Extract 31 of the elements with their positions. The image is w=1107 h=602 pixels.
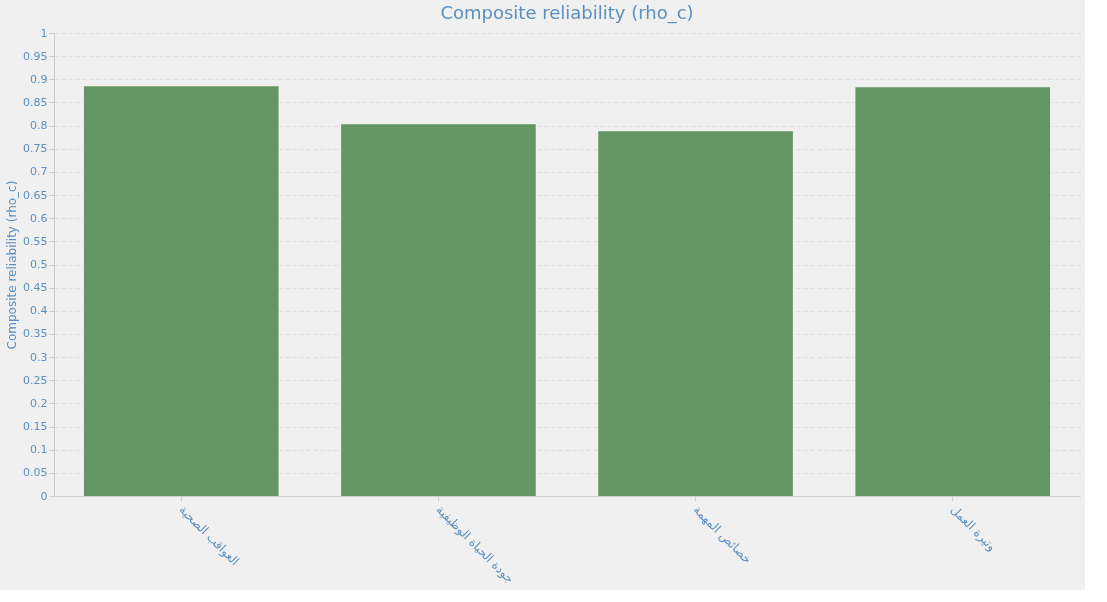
bar (855, 87, 1051, 496)
y-axis-title: Composite reliability (rho_c) (5, 180, 20, 350)
y-tick-label: 0.45 (23, 281, 48, 295)
y-tick-label: 0 (40, 489, 48, 503)
y-tick-label: 1 (40, 26, 48, 40)
bar (83, 86, 279, 496)
x-tick-label: جودة الحياة الوظيفية (432, 502, 517, 587)
y-tick-label: 0.3 (30, 350, 48, 364)
y-tick-label: 0.35 (23, 327, 48, 341)
y-tick-label: 0.4 (30, 304, 48, 318)
bar (341, 124, 536, 496)
y-tick-label: 0.8 (30, 119, 48, 133)
y-tick-label: 0.55 (23, 234, 48, 248)
y-tick-label: 0.7 (30, 165, 48, 179)
x-tick-label: وتيرة العمل (947, 502, 999, 555)
bar (598, 131, 793, 496)
y-tick-label: 0.85 (23, 95, 48, 109)
y-tick-label: 0.9 (30, 72, 48, 86)
y-tick-label: 0.1 (30, 443, 48, 457)
x-tick-label: خصائص المهمة (689, 502, 755, 568)
y-tick-label: 0.05 (23, 466, 48, 480)
y-tick-label: 0.75 (23, 142, 48, 156)
y-tick-label: 0.95 (23, 49, 48, 63)
y-tick-label: 0.65 (23, 188, 48, 202)
chart-title: Composite reliability (rho_c) (440, 2, 694, 24)
y-tick-label: 0.5 (30, 258, 48, 271)
y-tick-label: 0.6 (30, 211, 48, 225)
x-tick-label: العواقب الصحية (175, 502, 242, 569)
y-tick-label: 0.15 (23, 420, 48, 434)
y-tick-label: 0.2 (30, 396, 48, 410)
y-tick-label: 0.25 (23, 373, 48, 387)
